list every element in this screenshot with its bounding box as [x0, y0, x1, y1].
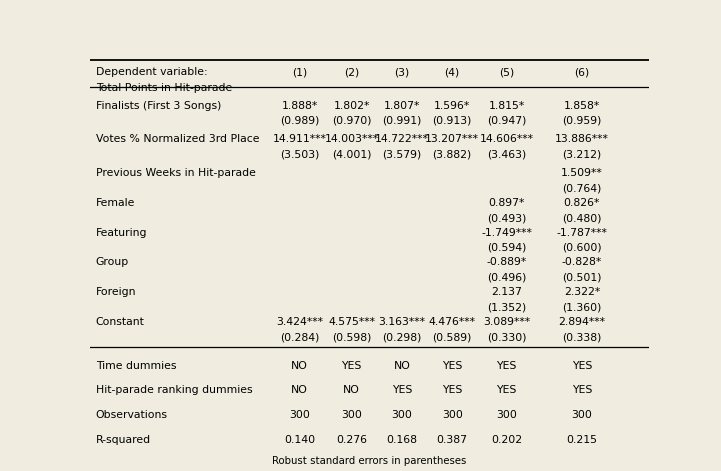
Text: (0.589): (0.589): [433, 332, 472, 342]
Text: NO: NO: [343, 385, 360, 396]
Text: (3.463): (3.463): [487, 150, 526, 160]
Text: (0.989): (0.989): [280, 116, 319, 126]
Text: 1.807*: 1.807*: [384, 101, 420, 111]
Text: (0.959): (0.959): [562, 116, 601, 126]
Text: 0.387: 0.387: [437, 435, 468, 445]
Text: 13.207***: 13.207***: [425, 135, 479, 145]
Text: 14.606***: 14.606***: [479, 135, 534, 145]
Text: 0.202: 0.202: [491, 435, 522, 445]
Text: 0.168: 0.168: [386, 435, 417, 445]
Text: 1.888*: 1.888*: [281, 101, 318, 111]
Text: 1.815*: 1.815*: [488, 101, 525, 111]
Text: 0.276: 0.276: [336, 435, 367, 445]
Text: (0.330): (0.330): [487, 332, 526, 342]
Text: (1): (1): [292, 67, 307, 77]
Text: 2.137: 2.137: [491, 287, 522, 297]
Text: (0.764): (0.764): [562, 184, 601, 194]
Text: (0.594): (0.594): [487, 243, 526, 253]
Text: -0.828*: -0.828*: [562, 258, 602, 268]
Text: (0.600): (0.600): [562, 243, 601, 253]
Text: 300: 300: [341, 410, 362, 420]
Text: (1.352): (1.352): [487, 302, 526, 312]
Text: 300: 300: [289, 410, 310, 420]
Text: (3.882): (3.882): [433, 150, 472, 160]
Text: 1.596*: 1.596*: [434, 101, 470, 111]
Text: (0.947): (0.947): [487, 116, 526, 126]
Text: Total Points in Hit-parade: Total Points in Hit-parade: [96, 82, 232, 93]
Text: 0.140: 0.140: [284, 435, 315, 445]
Text: (0.913): (0.913): [433, 116, 472, 126]
Text: 1.802*: 1.802*: [333, 101, 370, 111]
Text: (5): (5): [499, 67, 514, 77]
Text: Hit-parade ranking dummies: Hit-parade ranking dummies: [96, 385, 252, 396]
Text: 300: 300: [572, 410, 592, 420]
Text: NO: NO: [394, 361, 410, 371]
Text: Votes % Normalized 3rd Place: Votes % Normalized 3rd Place: [96, 135, 260, 145]
Text: 14.003***: 14.003***: [324, 135, 379, 145]
Text: R-squared: R-squared: [96, 435, 151, 445]
Text: YES: YES: [392, 385, 412, 396]
Text: 3.163***: 3.163***: [379, 317, 425, 327]
Text: (0.338): (0.338): [562, 332, 601, 342]
Text: Dependent variable:: Dependent variable:: [96, 67, 208, 77]
Text: 2.322*: 2.322*: [564, 287, 600, 297]
Text: (4): (4): [445, 67, 460, 77]
Text: YES: YES: [572, 361, 592, 371]
Text: Time dummies: Time dummies: [96, 361, 176, 371]
Text: (0.501): (0.501): [562, 273, 601, 283]
Text: Female: Female: [96, 198, 135, 208]
Text: (0.480): (0.480): [562, 213, 601, 223]
Text: -1.749***: -1.749***: [481, 227, 532, 238]
Text: 13.886***: 13.886***: [555, 135, 609, 145]
Text: 300: 300: [442, 410, 463, 420]
Text: 300: 300: [496, 410, 517, 420]
Text: 300: 300: [392, 410, 412, 420]
Text: 2.894***: 2.894***: [558, 317, 606, 327]
Text: (0.298): (0.298): [382, 332, 422, 342]
Text: (3.212): (3.212): [562, 150, 601, 160]
Text: (0.284): (0.284): [280, 332, 319, 342]
Text: 0.215: 0.215: [567, 435, 597, 445]
Text: YES: YES: [496, 361, 517, 371]
Text: (3): (3): [394, 67, 410, 77]
Text: -1.787***: -1.787***: [557, 227, 607, 238]
Text: Previous Weeks in Hit-parade: Previous Weeks in Hit-parade: [96, 168, 255, 178]
Text: NO: NO: [291, 385, 308, 396]
Text: 3.424***: 3.424***: [276, 317, 323, 327]
Text: 0.826*: 0.826*: [564, 198, 600, 208]
Text: 14.722***: 14.722***: [375, 135, 429, 145]
Text: (0.991): (0.991): [382, 116, 422, 126]
Text: (3.503): (3.503): [280, 150, 319, 160]
Text: (4.001): (4.001): [332, 150, 371, 160]
Text: (6): (6): [574, 67, 590, 77]
Text: Constant: Constant: [96, 317, 145, 327]
Text: (2): (2): [344, 67, 359, 77]
Text: 4.575***: 4.575***: [328, 317, 375, 327]
Text: YES: YES: [442, 361, 462, 371]
Text: Foreign: Foreign: [96, 287, 136, 297]
Text: (1.360): (1.360): [562, 302, 601, 312]
Text: YES: YES: [496, 385, 517, 396]
Text: Observations: Observations: [96, 410, 168, 420]
Text: Featuring: Featuring: [96, 227, 147, 238]
Text: 3.089***: 3.089***: [483, 317, 530, 327]
Text: Finalists (First 3 Songs): Finalists (First 3 Songs): [96, 101, 221, 111]
Text: YES: YES: [342, 361, 362, 371]
Text: 1.509**: 1.509**: [561, 168, 603, 178]
Text: (0.970): (0.970): [332, 116, 371, 126]
Text: Group: Group: [96, 258, 129, 268]
Text: 0.897*: 0.897*: [488, 198, 525, 208]
Text: 4.476***: 4.476***: [429, 317, 476, 327]
Text: NO: NO: [291, 361, 308, 371]
Text: Robust standard errors in parentheses: Robust standard errors in parentheses: [273, 456, 466, 466]
Text: (0.493): (0.493): [487, 213, 526, 223]
Text: 1.858*: 1.858*: [564, 101, 600, 111]
Text: YES: YES: [442, 385, 462, 396]
Text: (0.496): (0.496): [487, 273, 526, 283]
Text: YES: YES: [572, 385, 592, 396]
Text: -0.889*: -0.889*: [486, 258, 526, 268]
Text: 14.911***: 14.911***: [273, 135, 327, 145]
Text: (3.579): (3.579): [382, 150, 422, 160]
Text: (0.598): (0.598): [332, 332, 371, 342]
